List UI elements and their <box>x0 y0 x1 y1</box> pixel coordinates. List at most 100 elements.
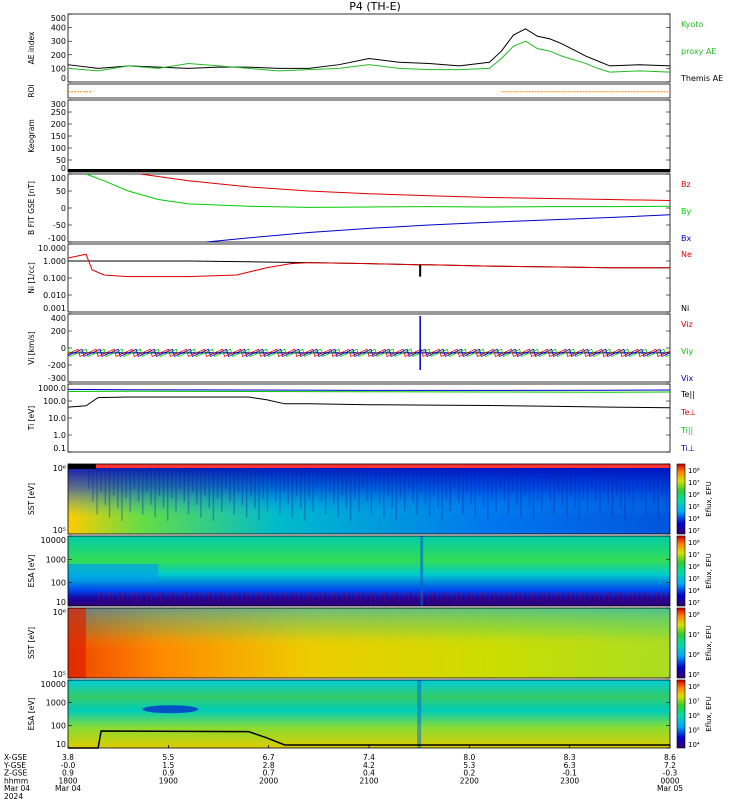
y-tick-label: -300 <box>48 374 66 383</box>
series-bz <box>140 173 671 202</box>
x-tick-value: 0000 <box>660 776 679 785</box>
y-tick-label: 50 <box>56 187 66 196</box>
keogram-floor <box>68 169 670 172</box>
x-tick-value: 5.3 <box>463 761 475 770</box>
y-tick-label: 1000 <box>46 555 66 564</box>
series-ne <box>67 253 670 278</box>
series-by <box>85 173 671 208</box>
sst-electron-panel: 10⁸ 10⁷ 10⁶ 10⁵ 10⁴ 10³ Eflux, EFU 10⁶ 10⁵ SST [e… <box>27 463 713 535</box>
y-tick-label: -50 <box>53 221 66 230</box>
colorbar-tick-label: 10⁸ <box>688 539 700 547</box>
keogram-frame <box>67 99 671 173</box>
y-tick-label: 400 <box>51 314 66 323</box>
sst-ion-panel: 10⁸ 10⁷ 10⁶ 10⁵ Eflux, EFU 10⁶ 10⁵ SST [eV] <box>27 607 713 679</box>
colorbar-label: Eflux, EFU <box>705 625 713 660</box>
esa-ion-spectrogram <box>68 680 670 749</box>
x-tick-value: Mar 04 <box>55 784 81 793</box>
temperature-ylabel: Ti [eV] <box>27 406 36 431</box>
x-row-label: Y-GSE <box>3 761 26 770</box>
y-tick-label: 200 <box>51 327 66 336</box>
colorbar-tick-label: 10⁷ <box>688 631 700 639</box>
esa-ion-boundary-line <box>68 730 670 749</box>
y-tick-label: 1000 <box>46 699 66 708</box>
y-tick-label: 100.0 <box>43 397 66 406</box>
y-tick-label: 100 <box>51 64 66 73</box>
y-tick-label: 10⁵ <box>53 526 66 535</box>
legend-entry: Kyoto <box>681 20 703 29</box>
colorbar-tick-label: 10⁵ <box>688 727 700 735</box>
x-tick-value: 2100 <box>359 776 378 785</box>
x-tick-value: 3.8 <box>62 753 74 762</box>
x-tick-value: 2000 <box>259 776 278 785</box>
sst-electron-spectrogram <box>68 464 670 534</box>
y-tick-label: 400 <box>51 24 66 33</box>
x-tick-value: 8.3 <box>564 753 576 762</box>
legend-entry: Ti|| <box>680 426 693 435</box>
esa-electron-panel: 10⁸ 10⁷ 10⁶ 10⁵ 10⁴ 10³ Eflux, EFU 10000 1000 100… <box>27 535 713 607</box>
y-tick-label: 0 <box>61 204 66 213</box>
x-tick-value: 8.0 <box>463 753 475 762</box>
colorbar-tick-label: 10⁶ <box>688 563 700 571</box>
y-tick-label: 1.000 <box>43 257 66 266</box>
sst-ion-frame <box>67 607 671 679</box>
colorbar-tick-label: 10⁷ <box>688 698 700 706</box>
y-tick-label: 0 <box>61 164 66 173</box>
y-tick-label: 500 <box>51 14 66 23</box>
x-tick-value: 1900 <box>159 776 178 785</box>
colorbar-tick-label: 10⁴ <box>688 515 700 523</box>
x-row-label: Z-GSE <box>4 769 28 778</box>
bfield-panel: 100 50 0 -50 -100 B FIT GSE [nT] Bz By Bx <box>27 173 691 243</box>
colorbar-label: Eflux, EFU <box>705 481 713 516</box>
bfield-frame <box>67 173 671 243</box>
roi-frame <box>67 83 671 99</box>
ae-ylabel: AE index <box>27 31 36 64</box>
y-tick-label: 10.0 <box>48 414 66 423</box>
colorbar-tick-label: 10⁷ <box>688 551 700 559</box>
legend-entry: proxy AE <box>681 47 716 56</box>
sst-ion-spectrogram <box>68 608 670 678</box>
density-ylabel: Ni [1/cc] <box>27 262 36 294</box>
y-tick-label: 0 <box>61 344 66 353</box>
density-frame <box>67 243 671 313</box>
colorbar-tick-label: 10³ <box>688 599 700 607</box>
esa-ion-colorbar: 10⁸ 10⁷ 10⁶ 10⁵ 10⁴ Eflux, EFU <box>676 679 713 749</box>
colorbar-tick-label: 10⁴ <box>688 741 700 749</box>
legend-entry: Viz <box>681 320 693 329</box>
y-tick-label: 0.1 <box>53 444 66 453</box>
colorbar-tick-label: 10⁴ <box>688 587 700 595</box>
y-tick-label: 1.0 <box>53 431 66 440</box>
x-tick-value: 0.9 <box>62 769 74 778</box>
y-tick-label: 0.010 <box>43 291 66 300</box>
legend-entry: Te⊥ <box>680 408 696 417</box>
y-tick-label: 1000.0 <box>38 384 66 393</box>
colorbar-tick-label: 10⁶ <box>688 651 700 659</box>
x-tick-value: 7.2 <box>664 761 676 770</box>
x-tick-value: 5.5 <box>162 753 174 762</box>
y-tick-label: 50 <box>56 156 66 165</box>
series-te- <box>67 390 671 393</box>
y-tick-label: -200 <box>48 361 66 370</box>
y-tick-label: 10000 <box>41 536 66 545</box>
y-tick-label: 100 <box>51 174 66 183</box>
roi-panel: ROI <box>27 83 671 99</box>
sst-electron-colorbar: 10⁸ 10⁷ 10⁶ 10⁵ 10⁴ 10³ Eflux, EFU <box>676 463 713 535</box>
series-ti- <box>67 396 671 409</box>
velocity-frame <box>67 313 671 383</box>
velocity-panel: 400 200 0 -200 -300 Vi [km/s] Viz Viy Vix <box>27 313 694 383</box>
x-tick-value: 0.2 <box>463 769 475 778</box>
colorbar-tick-label: 10⁸ <box>688 683 700 691</box>
colorbar-tick-label: 10⁶ <box>688 712 700 720</box>
colorbar-label: Eflux, EFU <box>705 696 713 731</box>
x-tick-value: -0.3 <box>663 769 678 778</box>
y-tick-label: 300 <box>51 37 66 46</box>
y-tick-label: 300 <box>51 100 66 109</box>
y-tick-label: 250 <box>51 108 66 117</box>
colorbar-tick-label: 10⁶ <box>688 491 700 499</box>
series-proxy-ae <box>67 40 671 73</box>
x-tick-value: 0.7 <box>263 769 275 778</box>
y-tick-label: 0 <box>61 74 66 83</box>
sst-electron-frame <box>67 463 671 535</box>
sst-electron-ylabel: SST [eV] <box>27 483 36 515</box>
colorbar-tick-label: 10⁵ <box>688 503 700 511</box>
